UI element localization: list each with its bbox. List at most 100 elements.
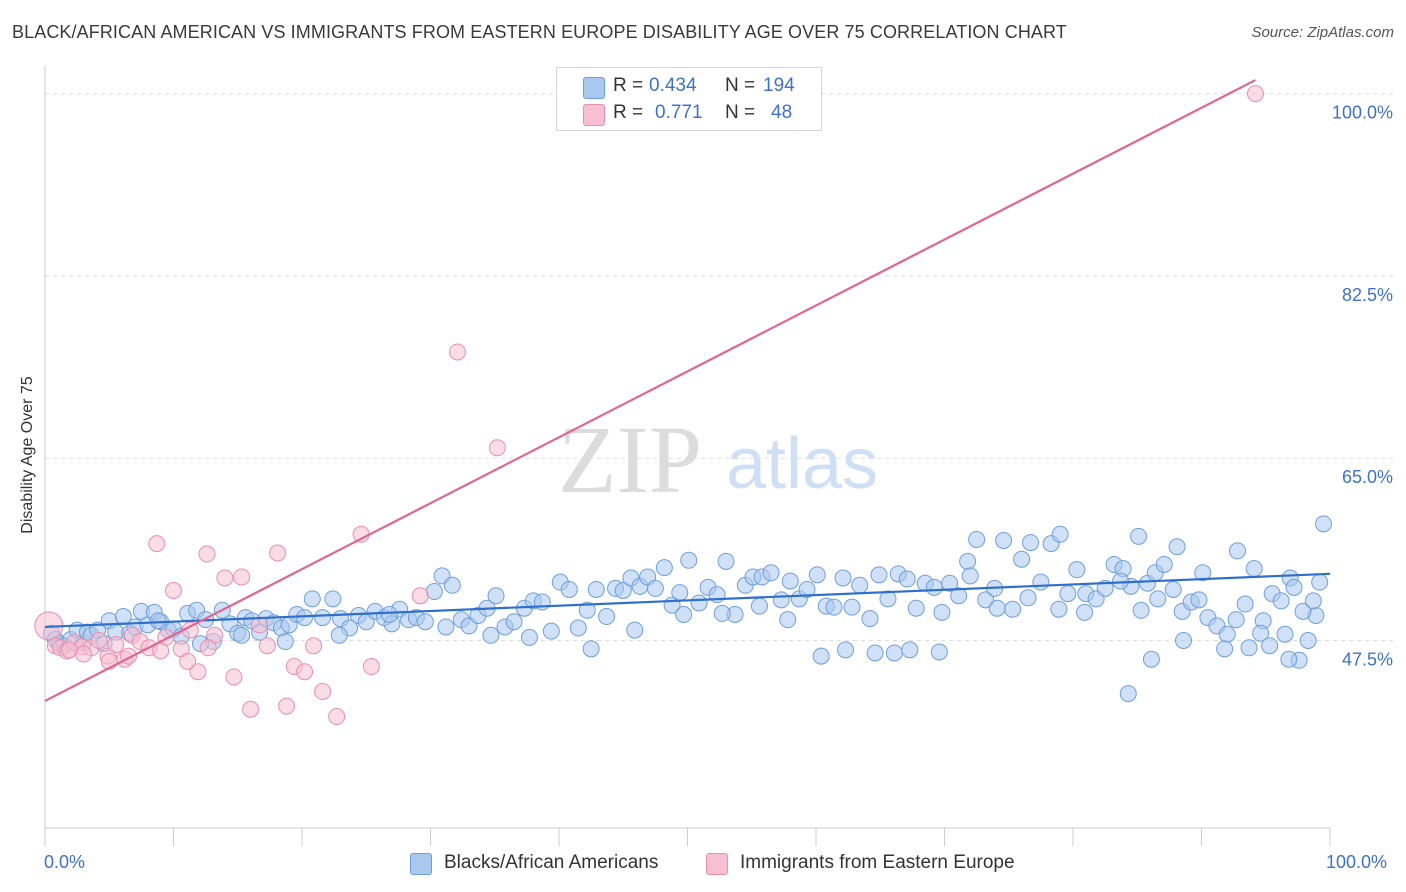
legend-row-immigrants: R = 0.771 N = 48 bbox=[583, 102, 823, 126]
data-point-blacks bbox=[1168, 538, 1186, 556]
data-point-blacks bbox=[1294, 602, 1312, 620]
data-point-immigrants bbox=[305, 637, 323, 655]
data-point-blacks bbox=[1013, 550, 1031, 568]
data-point-blacks bbox=[276, 633, 294, 651]
data-point-blacks bbox=[885, 644, 903, 662]
data-point-blacks bbox=[834, 569, 852, 587]
data-point-immigrants bbox=[296, 663, 314, 681]
data-point-immigrants bbox=[75, 645, 93, 663]
data-point-blacks bbox=[808, 566, 826, 584]
legend-swatch-pink bbox=[583, 104, 605, 126]
data-point-blacks bbox=[1216, 640, 1234, 658]
data-point-immigrants bbox=[233, 568, 251, 586]
data-point-blacks bbox=[901, 641, 919, 659]
data-point-blacks bbox=[925, 578, 943, 596]
data-point-blacks bbox=[1315, 515, 1333, 533]
data-point-blacks bbox=[443, 576, 461, 594]
data-point-immigrants bbox=[278, 697, 296, 715]
bottom-legend-swatch-pink bbox=[706, 853, 728, 875]
legend-r-label: R = bbox=[613, 102, 644, 123]
data-point-blacks bbox=[1019, 589, 1037, 607]
data-point-blacks bbox=[416, 613, 434, 631]
data-point-immigrants bbox=[216, 569, 234, 587]
legend-row-blacks: R = 0.434 N = 194 bbox=[583, 75, 823, 99]
data-point-blacks bbox=[898, 570, 916, 588]
bottom-legend-label: Blacks/African Americans bbox=[444, 852, 659, 873]
y-tick-labels: 47.5% 65.0% 82.5% 100.0% bbox=[1332, 103, 1393, 670]
data-point-blacks bbox=[380, 605, 398, 623]
data-point-blacks bbox=[1276, 625, 1294, 643]
data-point-blacks bbox=[487, 587, 505, 605]
data-point-blacks bbox=[330, 626, 348, 644]
data-point-blacks bbox=[1032, 573, 1050, 591]
watermark-zip: ZIP bbox=[558, 406, 702, 513]
data-point-blacks bbox=[1076, 603, 1094, 621]
data-point-blacks bbox=[762, 564, 780, 582]
data-point-immigrants bbox=[60, 641, 78, 659]
data-point-blacks bbox=[933, 603, 951, 621]
data-point-blacks bbox=[717, 552, 735, 570]
data-point-blacks bbox=[314, 609, 332, 627]
data-point-blacks bbox=[907, 599, 925, 617]
data-point-immigrants bbox=[269, 544, 287, 562]
data-point-immigrants bbox=[225, 668, 243, 686]
data-point-blacks bbox=[1311, 573, 1329, 591]
data-point-blacks bbox=[1252, 624, 1270, 642]
data-point-blacks bbox=[1142, 650, 1160, 668]
data-point-immigrants bbox=[179, 652, 197, 670]
data-point-blacks bbox=[671, 584, 689, 602]
data-point-blacks bbox=[614, 582, 632, 599]
data-point-blacks bbox=[870, 566, 888, 584]
source-attribution: Source: ZipAtlas.com bbox=[1251, 24, 1394, 41]
data-point-blacks bbox=[1240, 639, 1258, 657]
data-point-blacks bbox=[1227, 611, 1245, 629]
watermark-atlas: atlas bbox=[726, 424, 878, 504]
data-point-blacks bbox=[812, 647, 830, 665]
legend-r-value: 0.434 bbox=[649, 75, 697, 96]
data-point-immigrants bbox=[165, 582, 182, 599]
data-point-blacks bbox=[149, 612, 167, 630]
data-point-blacks bbox=[750, 597, 768, 615]
data-point-blacks bbox=[1190, 591, 1208, 609]
y-tick-label: 82.5% bbox=[1342, 285, 1393, 305]
data-point-blacks bbox=[988, 599, 1006, 617]
x-tick-min: 0.0% bbox=[44, 852, 86, 872]
data-point-blacks bbox=[560, 580, 578, 598]
chart-title: BLACK/AFRICAN AMERICAN VS IMMIGRANTS FRO… bbox=[12, 22, 1067, 42]
data-point-immigrants bbox=[328, 708, 346, 726]
data-point-immigrants bbox=[314, 683, 332, 701]
data-point-blacks bbox=[825, 598, 843, 616]
data-point-blacks bbox=[598, 608, 616, 626]
data-point-blacks bbox=[233, 626, 251, 644]
data-point-blacks bbox=[1218, 625, 1236, 643]
trendline-immigrants bbox=[44, 79, 1256, 702]
data-point-blacks bbox=[798, 580, 816, 598]
data-point-blacks bbox=[520, 628, 538, 646]
data-point-blacks bbox=[843, 598, 861, 616]
data-point-blacks bbox=[1068, 561, 1086, 579]
data-point-blacks bbox=[950, 587, 968, 605]
data-point-blacks bbox=[324, 590, 342, 608]
data-point-blacks bbox=[1194, 564, 1212, 582]
data-point-blacks bbox=[1132, 601, 1150, 619]
y-tick-label: 65.0% bbox=[1342, 467, 1393, 487]
y-tick-label: 100.0% bbox=[1332, 103, 1393, 123]
data-point-immigrants bbox=[448, 343, 466, 361]
data-point-blacks bbox=[959, 552, 977, 570]
data-point-blacks bbox=[482, 626, 500, 644]
data-point-blacks bbox=[1096, 579, 1114, 597]
data-point-blacks bbox=[772, 591, 790, 609]
legend-n-label: N = bbox=[725, 75, 756, 96]
data-point-immigrants bbox=[189, 663, 207, 681]
legend-swatch-blue bbox=[583, 77, 605, 99]
data-point-immigrants bbox=[90, 632, 108, 649]
data-point-blacks bbox=[303, 590, 321, 608]
data-point-blacks bbox=[425, 583, 443, 601]
data-point-blacks bbox=[296, 609, 314, 627]
data-point-blacks bbox=[680, 551, 698, 569]
legend-n-value: 48 bbox=[771, 102, 793, 123]
data-point-blacks bbox=[866, 644, 884, 662]
data-point-blacks bbox=[1299, 632, 1317, 649]
trendline-blacks bbox=[44, 572, 1331, 629]
